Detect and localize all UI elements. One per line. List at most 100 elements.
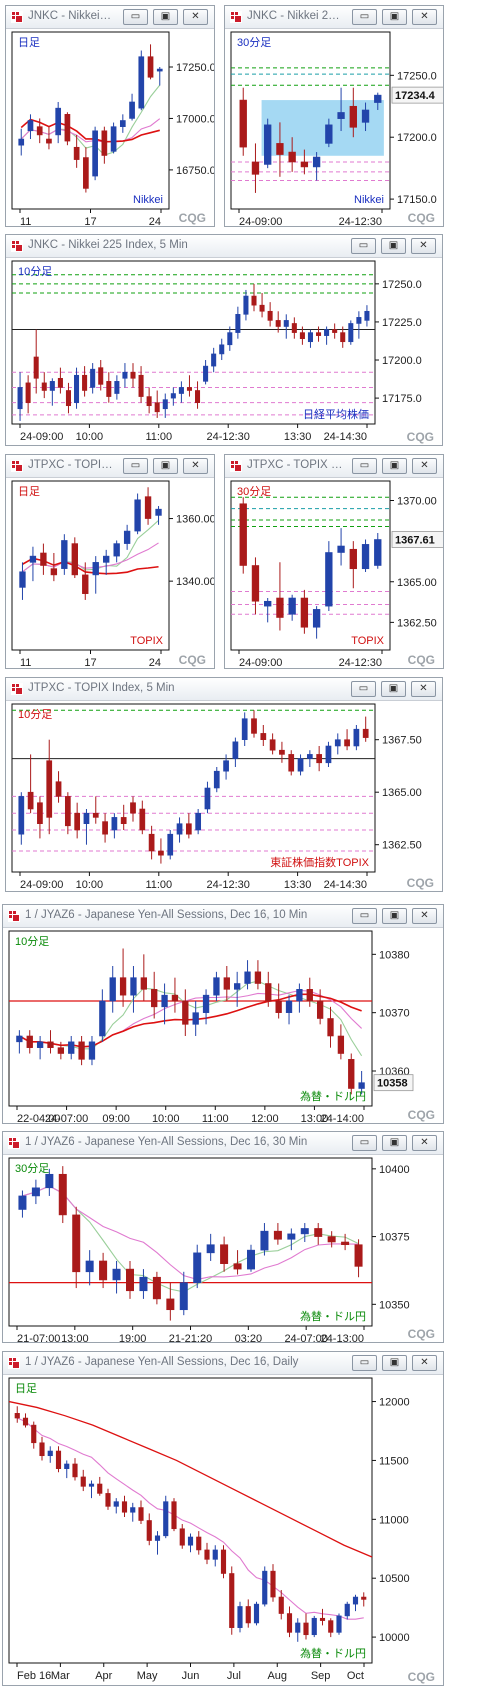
cqg-app-icon[interactable] [11, 460, 23, 472]
restore-button[interactable]: ▣ [381, 238, 406, 254]
restore-button[interactable]: ▣ [382, 908, 407, 924]
title-bar[interactable]: 1 / JYAZ6 - Japanese Yen-All Sessions, D… [3, 905, 443, 928]
cqg-app-icon[interactable] [230, 11, 242, 23]
minimize-button[interactable]: ▭ [352, 1135, 377, 1151]
title-bar[interactable]: JNKC - Nikkei 225 Index, 5 Min ▭ ▣ ✕ [6, 235, 442, 258]
close-button[interactable]: ✕ [412, 1355, 437, 1371]
candle-body [337, 1035, 345, 1054]
minimize-button[interactable]: ▭ [352, 458, 377, 474]
title-bar[interactable]: 1 / JYAZ6 - Japanese Yen-All Sessions, D… [3, 1132, 443, 1155]
minimize-icon: ▭ [130, 11, 141, 22]
minimize-button[interactable]: ▭ [352, 1355, 377, 1371]
close-button[interactable]: ✕ [412, 1135, 437, 1151]
candle-body [316, 754, 323, 764]
x-tick-label: 13:00 [61, 1333, 89, 1342]
candle-body [139, 808, 146, 831]
candle-body [185, 823, 192, 835]
minimize-button[interactable]: ▭ [123, 9, 148, 25]
candle-body [300, 597, 309, 628]
candle-body [206, 1244, 215, 1254]
restore-button[interactable]: ▣ [382, 1135, 407, 1151]
restore-button[interactable]: ▣ [153, 458, 178, 474]
cqg-logo: CQG [407, 430, 434, 444]
candle-body [316, 1000, 324, 1019]
x-tick-label: Oct [347, 1670, 364, 1682]
minimize-button[interactable]: ▭ [352, 908, 377, 924]
cqg-app-icon[interactable] [11, 11, 23, 23]
period-label: 10分足 [15, 935, 49, 948]
title-bar[interactable]: JNKC - Nikkei 225 ...▭▣✕ [225, 6, 443, 29]
candle-body [27, 120, 34, 132]
x-tick-label: 03:20 [235, 1333, 263, 1342]
close-button[interactable]: ✕ [183, 458, 208, 474]
candle-body [58, 1173, 67, 1216]
candle-body [288, 597, 296, 615]
candle-body [126, 1268, 134, 1292]
restore-button[interactable]: ▣ [382, 1355, 407, 1371]
candle-body [306, 754, 313, 759]
candle-body [203, 365, 209, 382]
candle-body [251, 718, 257, 734]
candle-body [36, 126, 43, 136]
candle-body [19, 571, 26, 588]
candle-body [47, 1450, 53, 1457]
candle-body [17, 387, 23, 410]
title-bar[interactable]: JTPXC - TOPIX Index, 5 Min ▭ ▣ ✕ [6, 678, 442, 701]
minimize-button[interactable]: ▭ [351, 681, 376, 697]
candle-body [106, 381, 112, 397]
close-button[interactable]: ✕ [412, 9, 437, 25]
candle-body [233, 1263, 242, 1270]
cqg-app-icon[interactable] [11, 683, 23, 695]
x-tick-label: Mar [51, 1670, 70, 1682]
panel-tp-10min[interactable]: JTPXC - TOPIX Index, 5 Min ▭ ▣ ✕ 1367.50 1365… [5, 677, 443, 892]
title-bar[interactable]: JTPXC - TOPIX Ind...▭▣✕ [225, 455, 443, 478]
minimize-button[interactable]: ▭ [352, 9, 377, 25]
x-tick-label: Aug [267, 1670, 287, 1682]
candle-body [158, 850, 164, 856]
candle-body [340, 332, 346, 343]
panel-jy-10min[interactable]: 1 / JYAZ6 - Japanese Yen-All Sessions, D… [2, 904, 444, 1124]
panel-tp-daily[interactable]: JTPXC - TOPIX I...▭▣✕1360.001340.0011172… [5, 454, 215, 669]
plot-frame [8, 930, 373, 1107]
cqg-app-icon[interactable] [11, 240, 23, 252]
close-button[interactable]: ✕ [412, 908, 437, 924]
title-bar[interactable]: JNKC - Nikkei 2... ▭ ▣ ✕ [6, 6, 214, 29]
candle-body [179, 1528, 185, 1546]
panel-nk-10min[interactable]: JNKC - Nikkei 225 Index, 5 Min ▭ ▣ ✕ 17250.0… [5, 234, 443, 446]
panel-tp-30min[interactable]: JTPXC - TOPIX Ind...▭▣✕1370.001365.00136… [224, 454, 444, 669]
moving-average-lightgreen [22, 1185, 359, 1293]
cqg-app-icon[interactable] [8, 1137, 20, 1149]
close-button[interactable]: ✕ [411, 238, 436, 254]
close-button[interactable]: ✕ [411, 681, 436, 697]
candle-body [166, 1298, 175, 1311]
cqg-app-icon[interactable] [230, 460, 242, 472]
restore-button[interactable]: ▣ [382, 9, 407, 25]
panel-nk-30min[interactable]: JNKC - Nikkei 225 ...▭▣✕17250.017200.017… [224, 5, 444, 227]
panel-jy-30min[interactable]: 1 / JYAZ6 - Japanese Yen-All Sessions, D… [2, 1131, 444, 1343]
panel-jy-daily[interactable]: 1 / JYAZ6 - Japanese Yen-All Sessions, D… [2, 1351, 444, 1686]
cqg-app-icon[interactable] [8, 1357, 20, 1369]
candle-body [110, 126, 117, 152]
candle-body [146, 396, 152, 407]
title-bar[interactable]: 1 / JYAZ6 - Japanese Yen-All Sessions, D… [3, 1352, 443, 1375]
panel-nk-daily[interactable]: JNKC - Nikkei 2... ▭ ▣ ✕ 17250.0 17000.0 16750… [5, 5, 215, 227]
watermark-label: Nikkei [133, 194, 163, 206]
restore-button[interactable]: ▣ [382, 458, 407, 474]
candle-body [57, 377, 63, 388]
candle-body [195, 390, 201, 403]
candle-body [337, 545, 345, 553]
minimize-button[interactable]: ▭ [123, 458, 148, 474]
candle-body [120, 817, 127, 824]
title-bar[interactable]: JTPXC - TOPIX I...▭▣✕ [6, 455, 214, 478]
x-tick-label: 24-12:30 [206, 879, 249, 891]
close-button[interactable]: ✕ [183, 9, 208, 25]
restore-button[interactable]: ▣ [153, 9, 178, 25]
restore-button[interactable]: ▣ [381, 681, 406, 697]
candle-body [83, 157, 89, 189]
y-tick-label: 10400 [379, 1164, 410, 1176]
y-tick-label: 1365.00 [382, 787, 422, 799]
cqg-app-icon[interactable] [8, 910, 20, 922]
candle-body [307, 332, 313, 343]
minimize-button[interactable]: ▭ [351, 238, 376, 254]
close-button[interactable]: ✕ [412, 458, 437, 474]
